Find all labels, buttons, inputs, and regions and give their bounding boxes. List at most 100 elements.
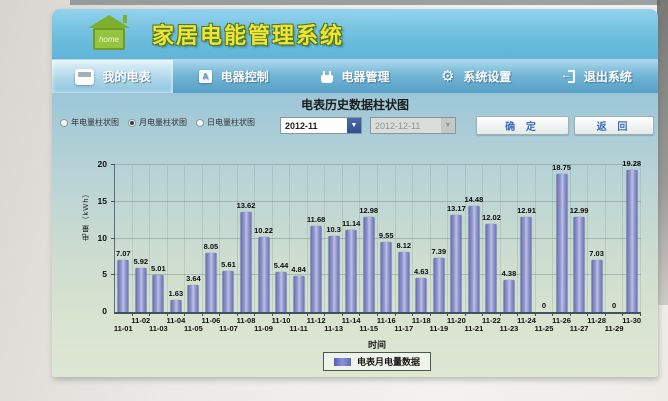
bar-slot: 8.05 11-06 [202, 165, 220, 325]
date-select[interactable]: 2012-12-11 ▼ [370, 117, 456, 134]
chevron-down-icon[interactable]: ▼ [347, 118, 361, 133]
bar-value-label: 10.22 [254, 226, 273, 235]
tab-label: 退出系统 [583, 70, 632, 84]
bar-value-label: 0 [612, 301, 617, 310]
x-axis-label: 11-26 [552, 316, 571, 325]
house-roof [88, 15, 130, 28]
bar-value-label: 12.02 [482, 213, 501, 222]
x-axis-label: 11-06 [201, 316, 221, 325]
radio-label: 年电量柱状图 [71, 118, 119, 127]
home-logo-icon: home [86, 15, 132, 53]
bar-slot: 4.84 11-11 [289, 165, 308, 333]
radio-icon [128, 118, 136, 127]
y-axis-tickmark [111, 164, 115, 165]
bar [345, 230, 357, 312]
bar-value-label: 4.63 [413, 267, 429, 276]
h-gridline [115, 274, 641, 276]
bar-slot: 18.75 11-26 [552, 164, 571, 326]
x-axis-label: 11-16 [376, 316, 396, 325]
y-axis-tick: 0 [102, 306, 107, 316]
app-header: home 家居电能管理系统 [52, 9, 658, 59]
exit-arrow: ← [560, 69, 572, 81]
bar [520, 217, 532, 312]
x-axis-label: 11-15 [359, 324, 379, 333]
bar [485, 224, 497, 312]
bar [152, 275, 164, 312]
bar-slot: 11.14 11-14 [342, 165, 361, 325]
radio-icon [60, 118, 68, 127]
bar-value-label: 7.07 [115, 249, 131, 258]
bar-chart-plot: 7.07 11-01 5.92 11-02 5.01 11-03 1.63 11-04 3.64… [111, 160, 641, 333]
bar [380, 242, 392, 312]
tab-system-settings[interactable]: ⚙ 系统设置 [416, 60, 537, 93]
x-axis-label: 11-24 [517, 316, 536, 325]
x-axis-label: 11-03 [148, 324, 168, 333]
bar-slot: 3.64 11-05 [184, 165, 203, 333]
bar [398, 252, 410, 312]
confirm-button[interactable]: 确 定 [476, 116, 569, 135]
x-axis-label: 11-17 [394, 324, 414, 333]
bar-slot: 7.07 11-01 [114, 165, 133, 333]
bar-value-label: 11.68 [306, 215, 326, 224]
bar-value-label: 8.12 [396, 241, 412, 250]
x-axis-label: 11-02 [131, 316, 151, 325]
bar-slot: 5.92 11-02 [131, 165, 150, 325]
tab-appliance-management[interactable]: 电器管理 [294, 60, 415, 93]
photo-edge-shadow-right [657, 0, 668, 305]
bar-value-label: 8.05 [203, 242, 219, 251]
bar-slot: 5.44 11-10 [272, 165, 290, 325]
y-axis: 0 5 10 15 20 [88, 160, 110, 316]
legend-swatch [333, 357, 351, 366]
chart-title: 电表历史数据柱状图 [300, 98, 409, 112]
bar [293, 276, 305, 312]
bar-slot: 0 11-29 [605, 165, 624, 333]
y-axis-tick: 10 [97, 232, 107, 243]
tab-my-meter[interactable]: 我的电表 [52, 60, 174, 93]
radio-year-chart[interactable]: 年电量柱状图 [60, 117, 119, 128]
bar-slot: 14.48 11-21 [465, 165, 483, 333]
bar-slot: 4.63 11-18 [412, 165, 431, 325]
bar-value-label: 13.62 [236, 201, 256, 210]
bar-value-label: 10.3 [326, 225, 341, 234]
x-axis-label: 11-20 [446, 316, 466, 325]
y-axis-tickmark [111, 274, 115, 276]
bar-slot: 5.61 11-07 [219, 165, 238, 333]
x-axis-label: 11-30 [622, 316, 642, 325]
bar-slot: 4.38 11-23 [500, 165, 518, 333]
x-axis-label: 11-22 [482, 316, 501, 325]
x-axis-label: 11-23 [499, 324, 519, 333]
radio-month-chart[interactable]: 月电量柱状图 [128, 117, 187, 128]
bar [363, 217, 375, 312]
bar-value-label: 12.91 [517, 206, 536, 215]
radio-label: 月电量柱状图 [139, 118, 187, 127]
bar-slot: 10.22 11-09 [254, 165, 273, 333]
bar [240, 212, 252, 312]
bar-value-label: 5.92 [133, 257, 149, 266]
meter-icon [74, 68, 94, 85]
tab-appliance-control[interactable]: A 电器控制 [173, 60, 294, 93]
bar [556, 174, 568, 312]
y-axis-tickmark [111, 200, 115, 202]
radio-day-chart[interactable]: 日电量柱状图 [196, 117, 255, 128]
x-axis-label: 11-18 [411, 316, 431, 325]
radio-label: 日电量柱状图 [207, 118, 255, 127]
bar [468, 206, 480, 312]
month-select[interactable]: 2012-11 ▼ [280, 117, 362, 134]
back-button[interactable]: 返 回 [574, 116, 654, 135]
x-axis-label: 11-29 [604, 324, 624, 333]
bar [415, 278, 427, 312]
y-axis-tick: 15 [97, 195, 107, 206]
tab-label: 我的电表 [102, 70, 151, 84]
gear-icon: ⚙ [440, 68, 455, 85]
tab-exit-system[interactable]: ← 退出系统 [537, 60, 658, 93]
x-axis-label: 11-11 [289, 324, 308, 333]
app-title: 家居电能管理系统 [152, 23, 345, 48]
bar-slot: 13.17 11-20 [447, 165, 466, 325]
bar [222, 271, 234, 312]
x-axis-label: 11-09 [254, 324, 273, 333]
bar [450, 215, 462, 312]
bar-slot: 11.68 11-12 [306, 165, 326, 325]
bar-value-label: 4.84 [291, 265, 306, 274]
bar-value-label: 7.39 [431, 247, 447, 256]
bar-value-label: 1.63 [168, 289, 184, 298]
